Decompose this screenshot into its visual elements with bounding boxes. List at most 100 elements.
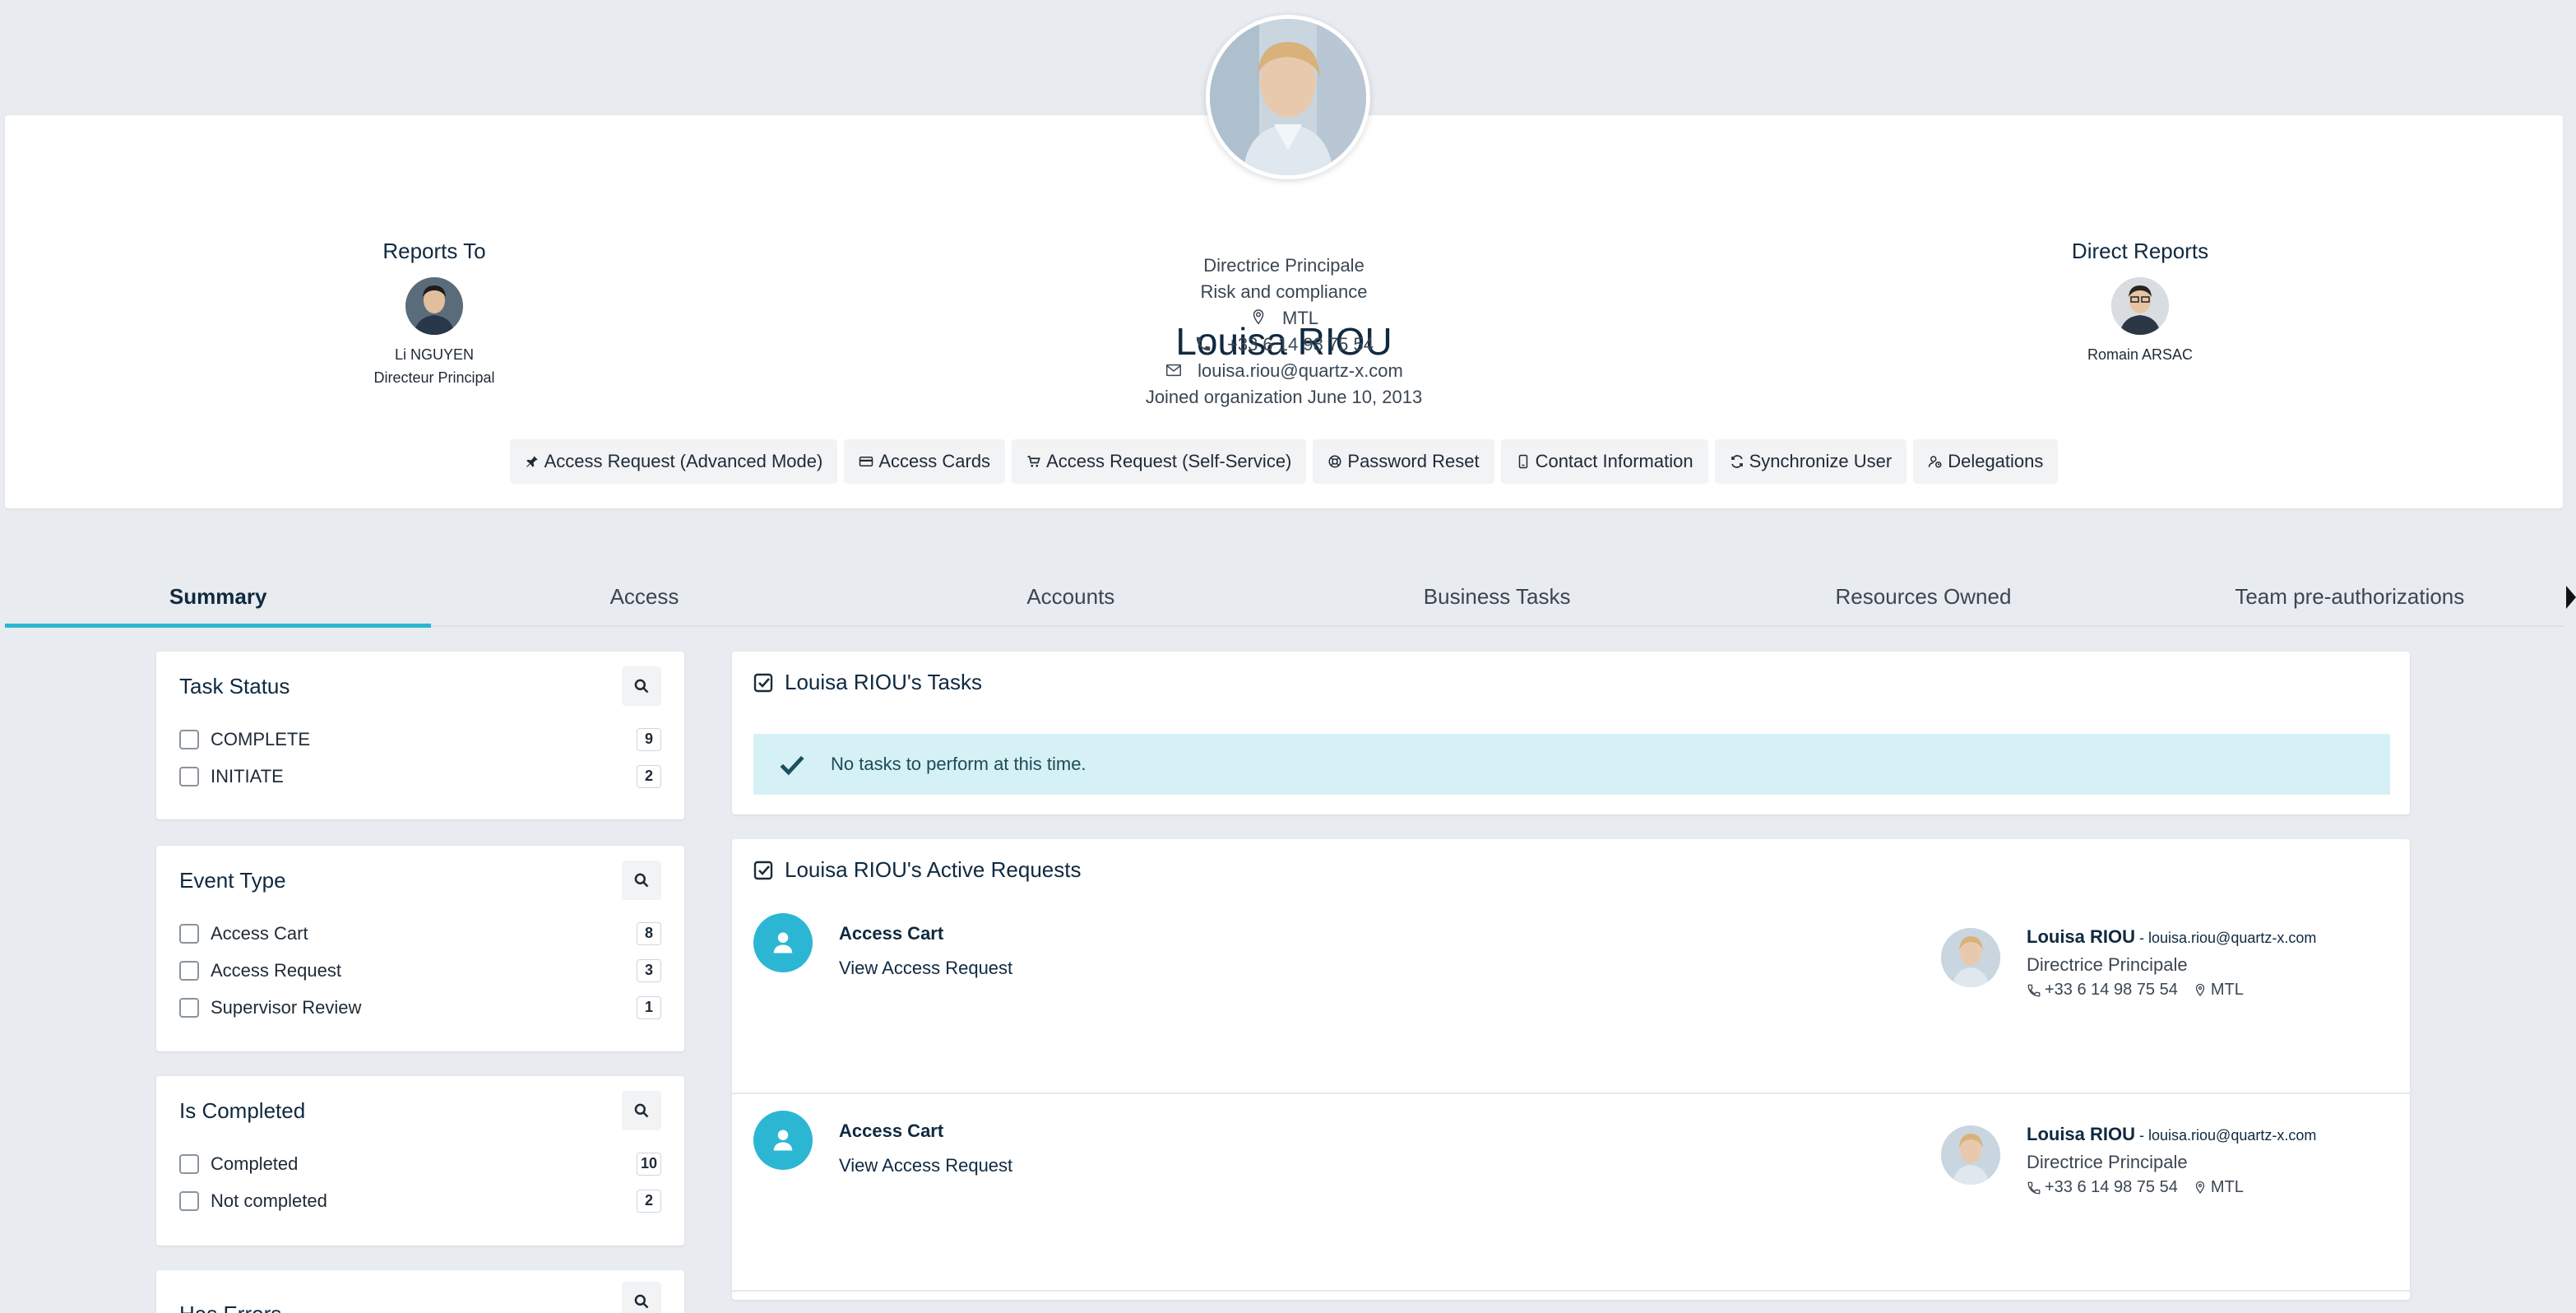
profile-photo-icon	[1210, 19, 1366, 175]
filter-option[interactable]: Not completed 2	[179, 1182, 661, 1219]
access-request-advanced-button[interactable]: Access Request (Advanced Mode)	[509, 439, 838, 484]
filter-title: Task Status	[179, 673, 290, 698]
manager-title: Directeur Principal	[373, 369, 495, 386]
cart-icon	[1027, 456, 1040, 467]
requester-location: MTL	[2210, 981, 2244, 999]
manager-name[interactable]: Li NGUYEN	[394, 346, 475, 363]
request-item[interactable]: Access Cart View Access Request Louisa R…	[732, 1094, 2410, 1292]
requester-photo-icon	[1941, 1125, 2000, 1185]
filter-option-label: INITIATE	[211, 765, 284, 786]
profile-name: Louisa RIOU	[1175, 320, 1392, 363]
access-cards-button[interactable]: Access Cards	[844, 439, 1006, 484]
request-user-icon	[753, 913, 813, 972]
filter-count-badge: 9	[637, 727, 661, 751]
filter-checkbox[interactable]	[179, 729, 199, 749]
tab-accounts[interactable]: Accounts	[1026, 584, 1115, 609]
action-label: Password Reset	[1347, 451, 1480, 471]
requester-name-line: Louisa RIOU - louisa.riou@quartz-x.com	[2027, 926, 2316, 948]
direct-report-avatar[interactable]	[2111, 277, 2169, 335]
tab-business-tasks[interactable]: Business Tasks	[1423, 584, 1571, 609]
filter-checkbox[interactable]	[179, 997, 199, 1018]
filter-checkbox[interactable]	[179, 766, 199, 786]
request-item[interactable]: Access Cart View Access Request Louisa R…	[732, 897, 2410, 1094]
filter-search-button[interactable]	[622, 1282, 661, 1313]
requester-photo-icon	[1941, 928, 2000, 987]
filter-count-badge: 10	[636, 1152, 661, 1176]
profile-location-row: MTL	[5, 308, 2563, 329]
view-access-request-link[interactable]: View Access Request	[839, 958, 1013, 978]
tab-access[interactable]: Access	[609, 584, 679, 609]
direct-report-name[interactable]: Romain ARSAC	[2087, 346, 2194, 363]
sync-icon	[1730, 455, 1743, 468]
filter-option[interactable]: Access Cart 8	[179, 915, 661, 952]
requester-title: Directrice Principale	[2027, 1152, 2188, 1172]
filter-option[interactable]: Access Request 3	[179, 952, 661, 989]
request-type: Access Cart	[839, 1120, 944, 1141]
manager-avatar[interactable]	[405, 277, 463, 335]
contact-information-button[interactable]: Contact Information	[1500, 439, 1708, 484]
filter-count-badge: 8	[637, 921, 661, 945]
phone-icon	[2027, 984, 2041, 996]
filter-option[interactable]: INITIATE 2	[179, 758, 661, 795]
filter-checkbox[interactable]	[179, 960, 199, 981]
requester-avatar	[1941, 1125, 2000, 1185]
requester-name[interactable]: Louisa RIOU	[2027, 1124, 2136, 1144]
event-type-filter: Event Type Access Cart 8 Access Request …	[156, 846, 684, 1051]
profile-location: MTL	[1282, 308, 1318, 328]
lifebuoy-icon	[1328, 455, 1341, 468]
profile-phone: +33 6 14 98 75 54	[1227, 334, 1374, 355]
filter-option[interactable]: COMPLETE 9	[179, 721, 661, 758]
filter-count-badge: 3	[637, 958, 661, 982]
filter-option[interactable]: Supervisor Review 1	[179, 989, 661, 1026]
location-pin-icon	[2195, 1181, 2205, 1194]
phone-book-icon	[1518, 454, 1527, 469]
action-label: Synchronize User	[1749, 451, 1893, 471]
delegations-button[interactable]: Delegations	[1913, 439, 2059, 484]
requester-name[interactable]: Louisa RIOU	[2027, 926, 2136, 947]
profile-title: Directrice Principale	[1203, 255, 1364, 276]
profile-phone-row: +33 6 14 98 75 54	[5, 334, 2563, 355]
tab-summary[interactable]: Summary	[5, 568, 432, 628]
action-label: Delegations	[1948, 451, 2044, 471]
access-request-self-service-button[interactable]: Access Request (Self-Service)	[1012, 439, 1307, 484]
filter-checkbox[interactable]	[179, 1190, 199, 1211]
profile-department: Risk and compliance	[1200, 281, 1368, 302]
filter-search-button[interactable]	[622, 1091, 661, 1130]
filter-title: Event Type	[179, 867, 286, 893]
profile-tabs: Summary Access Accounts Business Tasks R…	[5, 568, 2563, 628]
tab-team-pre-authorizations[interactable]: Team pre-authorizations	[2235, 584, 2465, 609]
filter-option[interactable]: Completed 10	[179, 1145, 661, 1182]
location-pin-icon	[2195, 983, 2205, 996]
filter-option-label: Supervisor Review	[211, 996, 362, 1018]
view-access-request-link[interactable]: View Access Request	[839, 1155, 1013, 1176]
profile-email[interactable]: louisa.riou@quartz-x.com	[1198, 360, 1403, 381]
check-square-icon	[753, 673, 773, 692]
user-icon	[773, 1130, 793, 1151]
requester-meta: +33 6 14 98 75 54 MTL	[2027, 1178, 2244, 1197]
request-type: Access Cart	[839, 923, 944, 944]
manager-photo-icon	[405, 277, 463, 335]
requester-avatar	[1941, 928, 2000, 987]
check-square-icon	[753, 861, 773, 879]
tab-resources-owned[interactable]: Resources Owned	[1835, 584, 2012, 609]
filter-search-button[interactable]	[622, 666, 661, 706]
tab-scroll-right-icon[interactable]	[2566, 586, 2576, 609]
has-errors-filter: Has Errors	[156, 1270, 684, 1313]
phone-icon	[1196, 336, 1211, 351]
action-label: Contact Information	[1535, 451, 1693, 471]
synchronize-user-button[interactable]: Synchronize User	[1714, 439, 1907, 484]
password-reset-button[interactable]: Password Reset	[1313, 439, 1494, 484]
profile-email-row: louisa.riou@quartz-x.com	[5, 360, 2563, 382]
filter-option-label: Completed	[211, 1153, 299, 1174]
filter-checkbox[interactable]	[179, 923, 199, 944]
mail-icon	[1166, 364, 1182, 377]
requests-panel-title: Louisa RIOU's Active Requests	[785, 857, 1082, 882]
filter-checkbox[interactable]	[179, 1153, 199, 1174]
profile-card: Louisa RIOU Directrice Principale Risk a…	[5, 15, 2563, 508]
action-label: Access Cards	[878, 451, 991, 471]
user-delegate-icon	[1928, 456, 1942, 468]
filter-title: Is Completed	[179, 1097, 306, 1123]
reports-to-heading: Reports To	[382, 239, 486, 263]
filter-search-button[interactable]	[622, 861, 661, 900]
no-tasks-notice: No tasks to perform at this time.	[753, 734, 2390, 795]
